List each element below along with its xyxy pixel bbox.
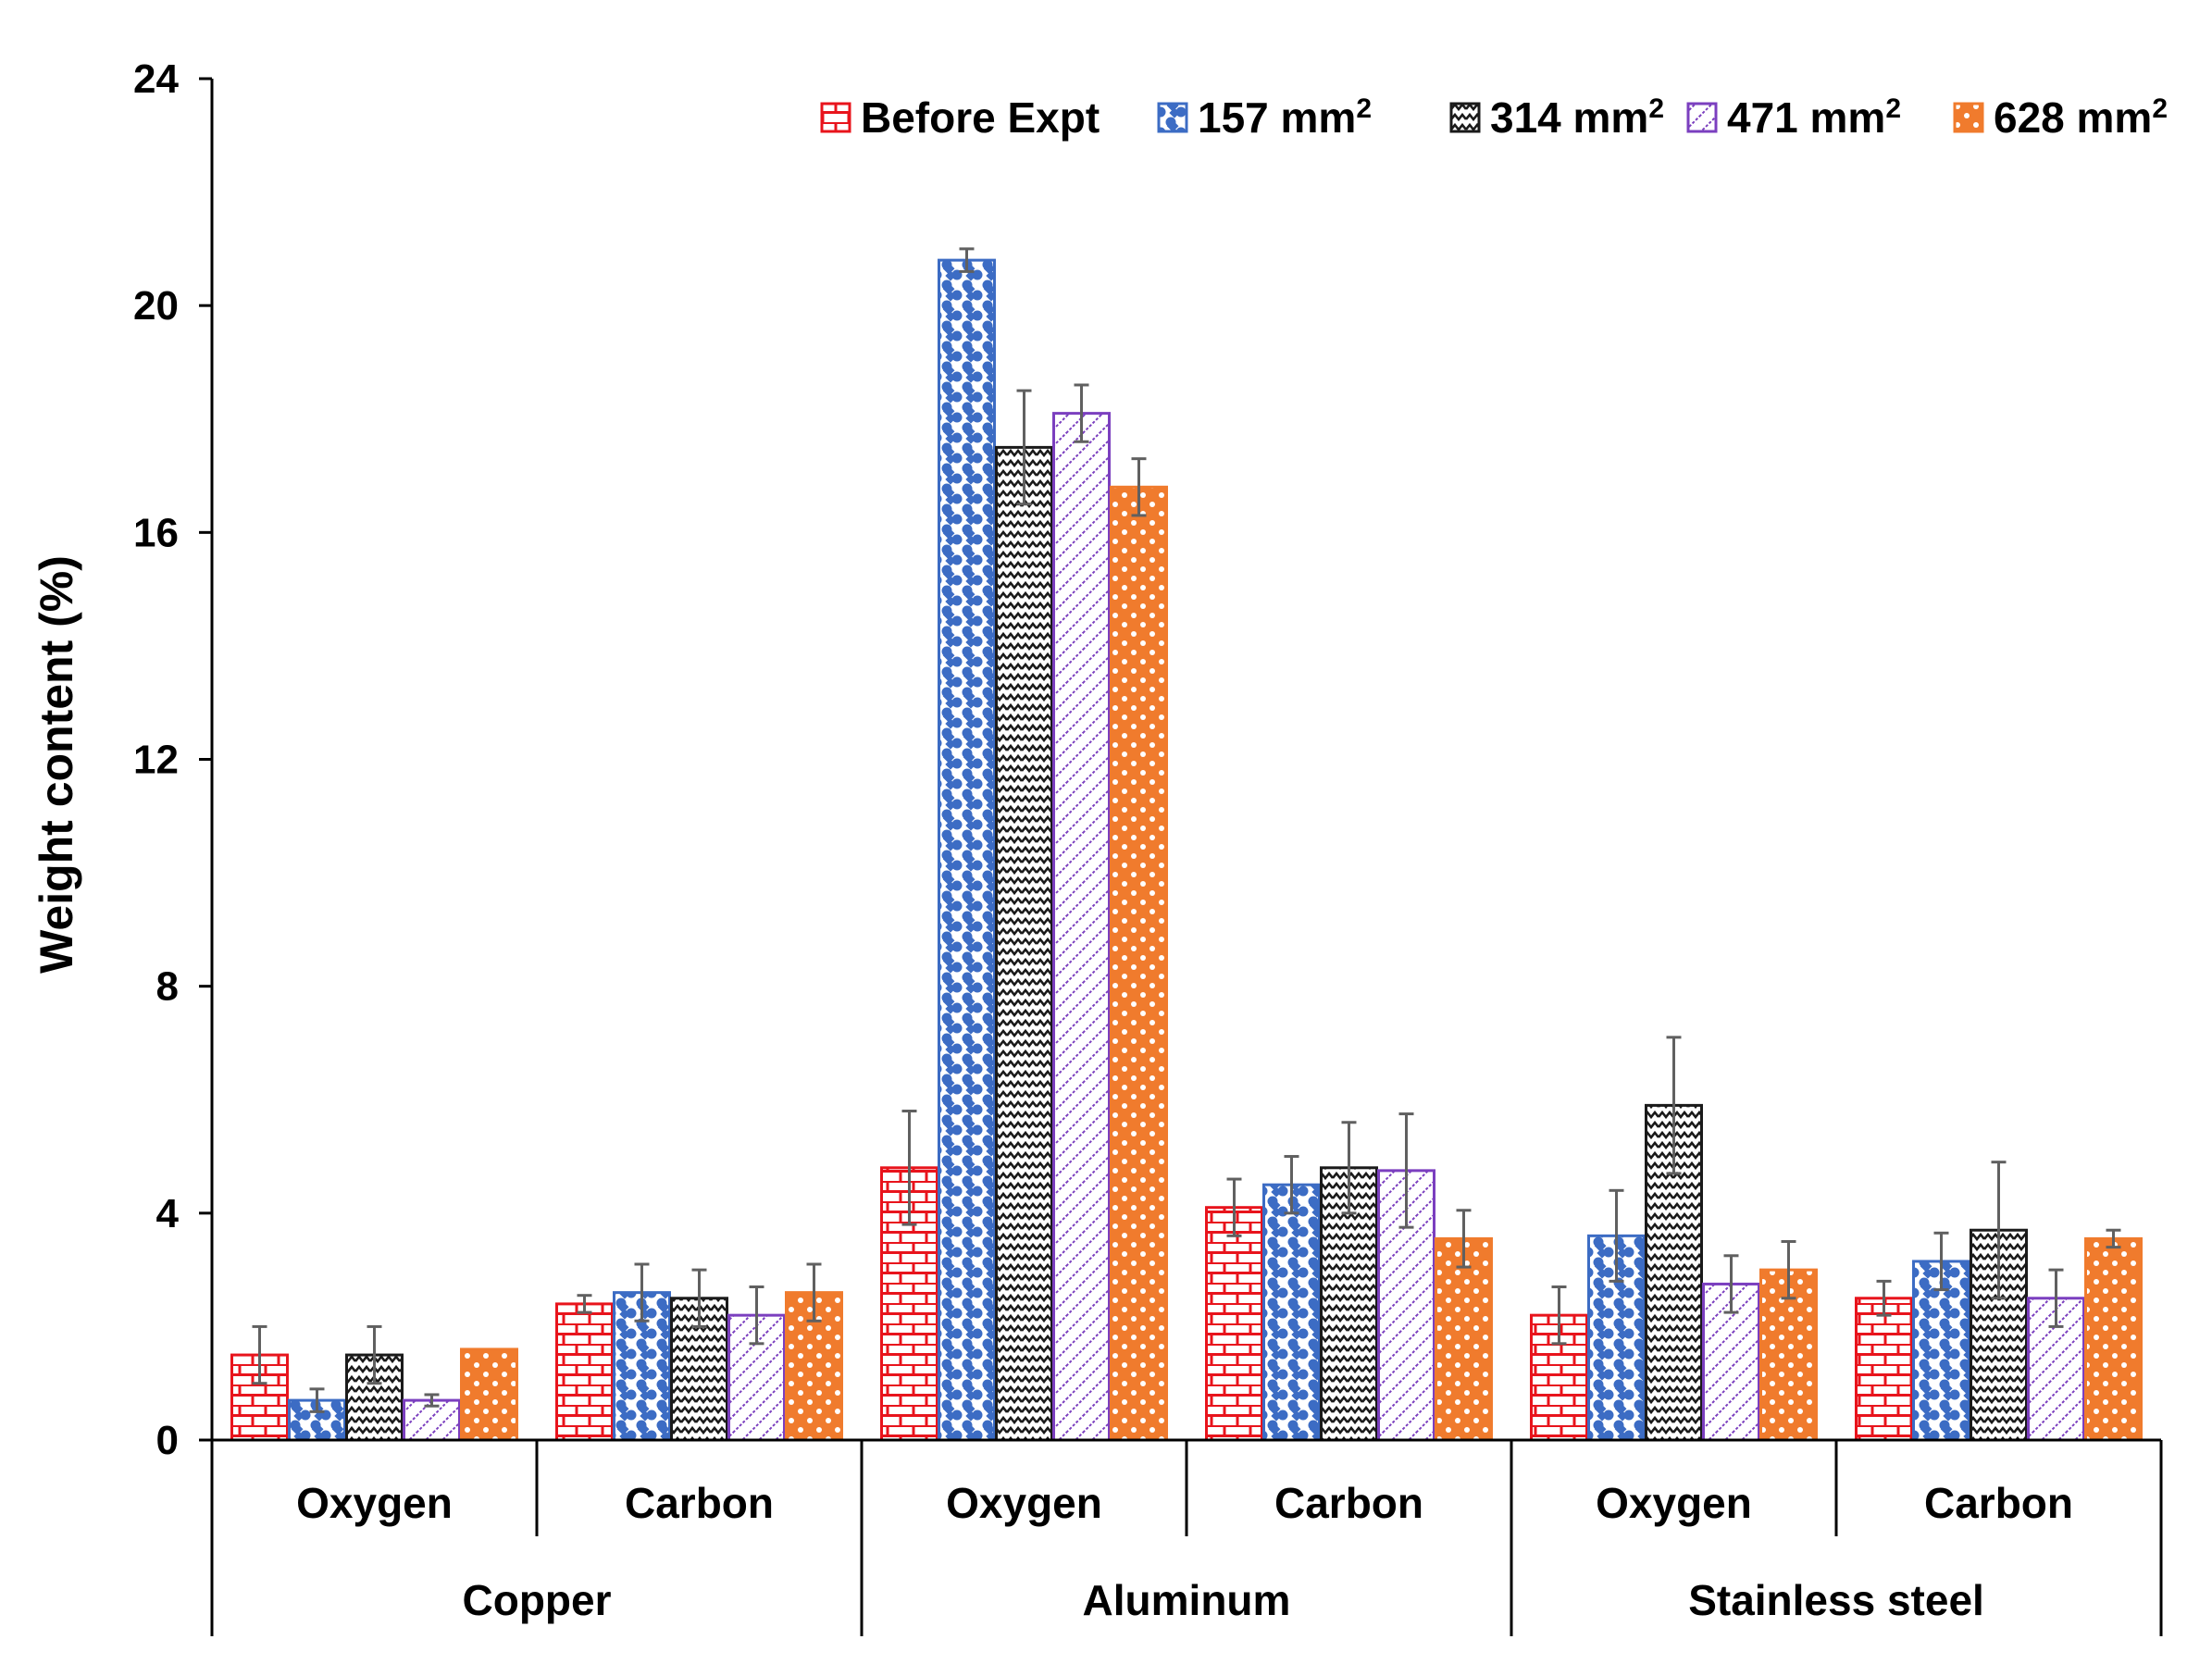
legend-entry: 314 mm2 — [1449, 93, 1664, 142]
bar — [1855, 1297, 1913, 1442]
error-bar — [1341, 1121, 1357, 1215]
error-bar — [1074, 383, 1089, 443]
legend: Before Expt 157 mm2 314 mm2 471 mm2 628 mm2 — [820, 93, 2168, 142]
error-bar — [749, 1285, 764, 1346]
x-category-label: Carbon — [1924, 1479, 2073, 1527]
error-bar — [1551, 1285, 1567, 1346]
x-category-label: Oxygen — [946, 1479, 1102, 1527]
legend-label: 314 mm2 — [1490, 93, 1664, 142]
error-bar — [577, 1294, 592, 1314]
bar — [2027, 1297, 2085, 1442]
bar — [938, 258, 996, 1442]
error-bar — [2106, 1228, 2121, 1249]
error-bar — [1933, 1231, 1949, 1292]
x-category-label: Carbon — [1274, 1479, 1423, 1527]
legend-swatch — [820, 102, 851, 133]
error-bar — [1398, 1112, 1414, 1229]
error-bar — [252, 1324, 267, 1385]
x-group-label: Copper — [463, 1576, 612, 1624]
error-bar — [424, 1393, 440, 1408]
y-tick-label: 12 — [133, 738, 179, 783]
bar — [555, 1302, 614, 1442]
error-bar — [634, 1262, 650, 1323]
legend-swatch — [1953, 102, 1984, 133]
error-bar — [1666, 1036, 1682, 1175]
x-category-label: Oxygen — [296, 1479, 453, 1527]
legend-entry: 471 mm2 — [1686, 93, 1901, 142]
legend-entry: Before Expt — [820, 93, 1100, 142]
error-bar — [309, 1387, 325, 1413]
labels-layer: 0 4 8 12 16 20 24 Oxygen Carbon Copper Oxygen Carbo… — [133, 56, 2073, 1624]
x-category-label: Carbon — [625, 1479, 774, 1527]
legend-label: 471 mm2 — [1727, 93, 1901, 142]
y-tick-label: 0 — [156, 1418, 179, 1463]
y-tick-label: 24 — [133, 56, 179, 102]
error-bar — [959, 247, 975, 273]
error-bar — [1456, 1209, 1472, 1269]
error-bar — [2048, 1268, 2064, 1328]
bar — [1262, 1183, 1321, 1442]
y-axis-title: Weight content (%) — [31, 555, 82, 974]
error-bar — [1876, 1279, 1892, 1317]
legend-swatch — [1686, 102, 1718, 133]
bar — [1435, 1236, 1493, 1442]
legend-label: 628 mm2 — [1994, 93, 2168, 142]
error-bar — [367, 1324, 382, 1385]
error-bar — [1284, 1155, 1299, 1215]
bar — [460, 1347, 518, 1442]
bar — [1110, 485, 1168, 1442]
error-bar — [806, 1262, 822, 1323]
axes-layer — [199, 77, 2163, 1636]
y-tick-label: 8 — [156, 964, 179, 1010]
error-bar — [901, 1110, 917, 1226]
bar — [995, 445, 1053, 1442]
legend-label: Before Expt — [861, 93, 1100, 142]
error-bar — [691, 1268, 707, 1328]
legend-entry: 157 mm2 — [1157, 93, 1372, 142]
y-tick-label: 20 — [133, 283, 179, 329]
error-bar — [1723, 1254, 1739, 1314]
x-group-label: Aluminum — [1083, 1576, 1291, 1624]
bar — [2084, 1236, 2143, 1442]
error-bars-layer — [252, 247, 2121, 1413]
error-bar — [1131, 457, 1147, 517]
bars-layer — [230, 258, 2143, 1442]
x-group-label: Stainless steel — [1688, 1576, 1984, 1624]
error-bar — [1609, 1188, 1624, 1283]
bar — [288, 1398, 346, 1442]
bar — [1052, 412, 1111, 1442]
bar — [1205, 1206, 1263, 1442]
error-bar — [1016, 389, 1032, 506]
legend-entry: 628 mm2 — [1953, 93, 2168, 142]
y-tick-label: 4 — [156, 1191, 180, 1236]
y-tick-label: 16 — [133, 510, 179, 555]
error-bar — [1226, 1177, 1242, 1237]
legend-swatch — [1157, 102, 1188, 133]
error-bar — [1991, 1161, 2007, 1300]
legend-swatch — [1449, 102, 1481, 133]
error-bar — [1781, 1239, 1796, 1300]
x-category-label: Oxygen — [1596, 1479, 1752, 1527]
legend-label: 157 mm2 — [1198, 93, 1372, 142]
